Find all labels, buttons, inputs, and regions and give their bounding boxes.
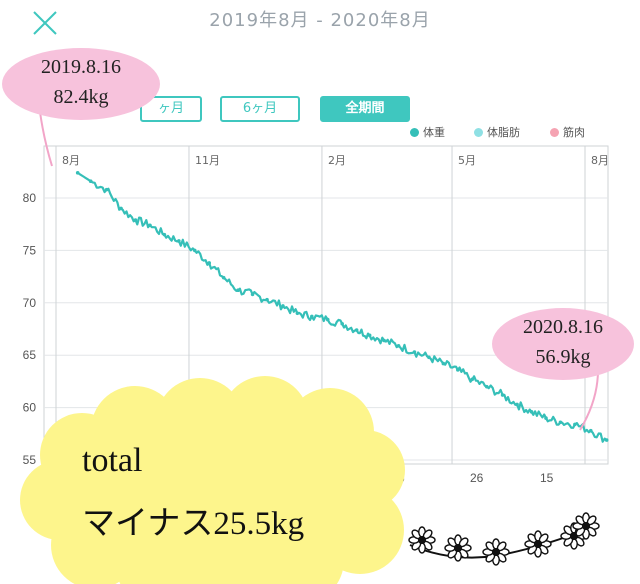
yellow-cloud — [20, 376, 405, 584]
weight-point — [148, 223, 152, 228]
close-x-icon — [33, 11, 57, 35]
y-tick-label: 55 — [23, 453, 37, 467]
weight-point — [325, 317, 330, 322]
daisy-center — [534, 540, 542, 548]
range-button-6-months[interactable]: 6ヶ月 — [220, 96, 300, 122]
weight-point — [162, 232, 167, 237]
weight-point — [441, 361, 446, 366]
close-button[interactable] — [30, 8, 60, 38]
range-button-all-period[interactable]: 全期間 — [320, 96, 410, 122]
weight-point — [340, 321, 344, 326]
weight-point — [177, 239, 181, 243]
weight-point — [221, 275, 226, 280]
x-bottom-tick-label: 26 — [470, 471, 484, 485]
legend-dot-muscle — [550, 128, 559, 137]
legend-label-body-fat: 体脂肪 — [487, 126, 520, 139]
legend-label-muscle: 筋肉 — [563, 126, 585, 139]
weight-point — [573, 422, 577, 427]
weight-point — [456, 368, 460, 372]
daisy-flower — [444, 534, 472, 562]
daisy-flower — [408, 526, 436, 554]
daisy-flower — [572, 512, 600, 540]
weight-point — [295, 311, 300, 316]
weight-point — [544, 416, 548, 420]
weight-point — [604, 438, 609, 442]
legend-dot-weight — [410, 128, 419, 137]
weight-point — [500, 393, 505, 397]
weight-point — [265, 297, 269, 302]
y-tick-label: 60 — [23, 401, 37, 415]
weight-series — [75, 171, 609, 443]
x-top-tick-label: 11月 — [195, 154, 220, 167]
weight-point — [236, 288, 240, 293]
weight-point — [588, 428, 593, 433]
weight-point — [281, 304, 285, 308]
weight-point — [484, 384, 489, 389]
y-tick-label: 65 — [23, 348, 37, 362]
daisy-flower — [482, 538, 510, 566]
weight-point — [412, 350, 417, 354]
y-tick-label: 75 — [23, 243, 37, 257]
end-date-label: 2020.8.16 — [523, 316, 603, 338]
end-weight-label: 56.9kg — [535, 346, 591, 368]
weight-point — [558, 420, 563, 425]
weight-point — [250, 292, 255, 297]
start-bubble-tail — [39, 111, 53, 167]
start-date-label: 2019.8.16 — [41, 56, 121, 78]
y-axis-ticks: 80 75 70 65 60 55 — [23, 191, 37, 467]
weight-point — [207, 261, 212, 265]
weight-point — [382, 338, 386, 343]
legend-dot-body-fat — [474, 128, 483, 137]
x-top-tick-label: 8月 — [62, 154, 80, 167]
weight-point — [104, 187, 109, 192]
x-top-tick-label: 8月 — [591, 154, 609, 167]
start-weight-label: 82.4kg — [53, 86, 109, 108]
x-bottom-tick-label: 15 — [540, 471, 554, 485]
weight-point — [133, 218, 138, 222]
weight-point — [88, 179, 93, 184]
daisy-chain-decoration — [408, 512, 600, 566]
total-label: total — [82, 442, 143, 479]
range-button-months[interactable]: ヶ月 — [140, 96, 202, 122]
weight-point — [515, 402, 519, 407]
legend-body-fat: 体脂肪 — [474, 124, 520, 140]
daisy-center — [418, 536, 426, 544]
weight-point — [367, 333, 372, 338]
daisy-center — [492, 548, 500, 556]
legend-weight: 体重 — [410, 124, 445, 140]
weight-point — [119, 206, 123, 211]
y-tick-label: 70 — [23, 296, 37, 310]
date-range-title: 2019年8月 - 2020年8月 — [209, 10, 431, 31]
daisy-center — [582, 522, 590, 530]
x-top-tick-label: 2月 — [328, 154, 346, 167]
weight-point — [354, 328, 359, 332]
daisy-flower — [524, 530, 552, 558]
x-top-tick-label: 5月 — [458, 154, 476, 167]
x-axis-ticks: 8月11月2月5月8月62615 — [62, 154, 609, 485]
y-tick-label: 80 — [23, 191, 37, 205]
weight-point — [310, 314, 314, 319]
weight-loss-label: マイナス25.5kg — [82, 506, 305, 542]
daisy-center — [454, 544, 462, 552]
weight-point — [529, 409, 534, 414]
weight-point — [75, 171, 80, 175]
start-callout-bubble: 2019.8.16 82.4kg — [2, 48, 160, 120]
weight-point — [427, 355, 431, 360]
weight-point — [396, 343, 401, 348]
weight-point — [470, 377, 475, 382]
legend-muscle: 筋肉 — [550, 124, 585, 140]
end-bubble-tail — [579, 369, 599, 431]
end-callout-bubble: 2020.8.16 56.9kg — [492, 308, 634, 380]
weight-point — [192, 248, 197, 253]
legend-label-weight: 体重 — [423, 126, 445, 139]
